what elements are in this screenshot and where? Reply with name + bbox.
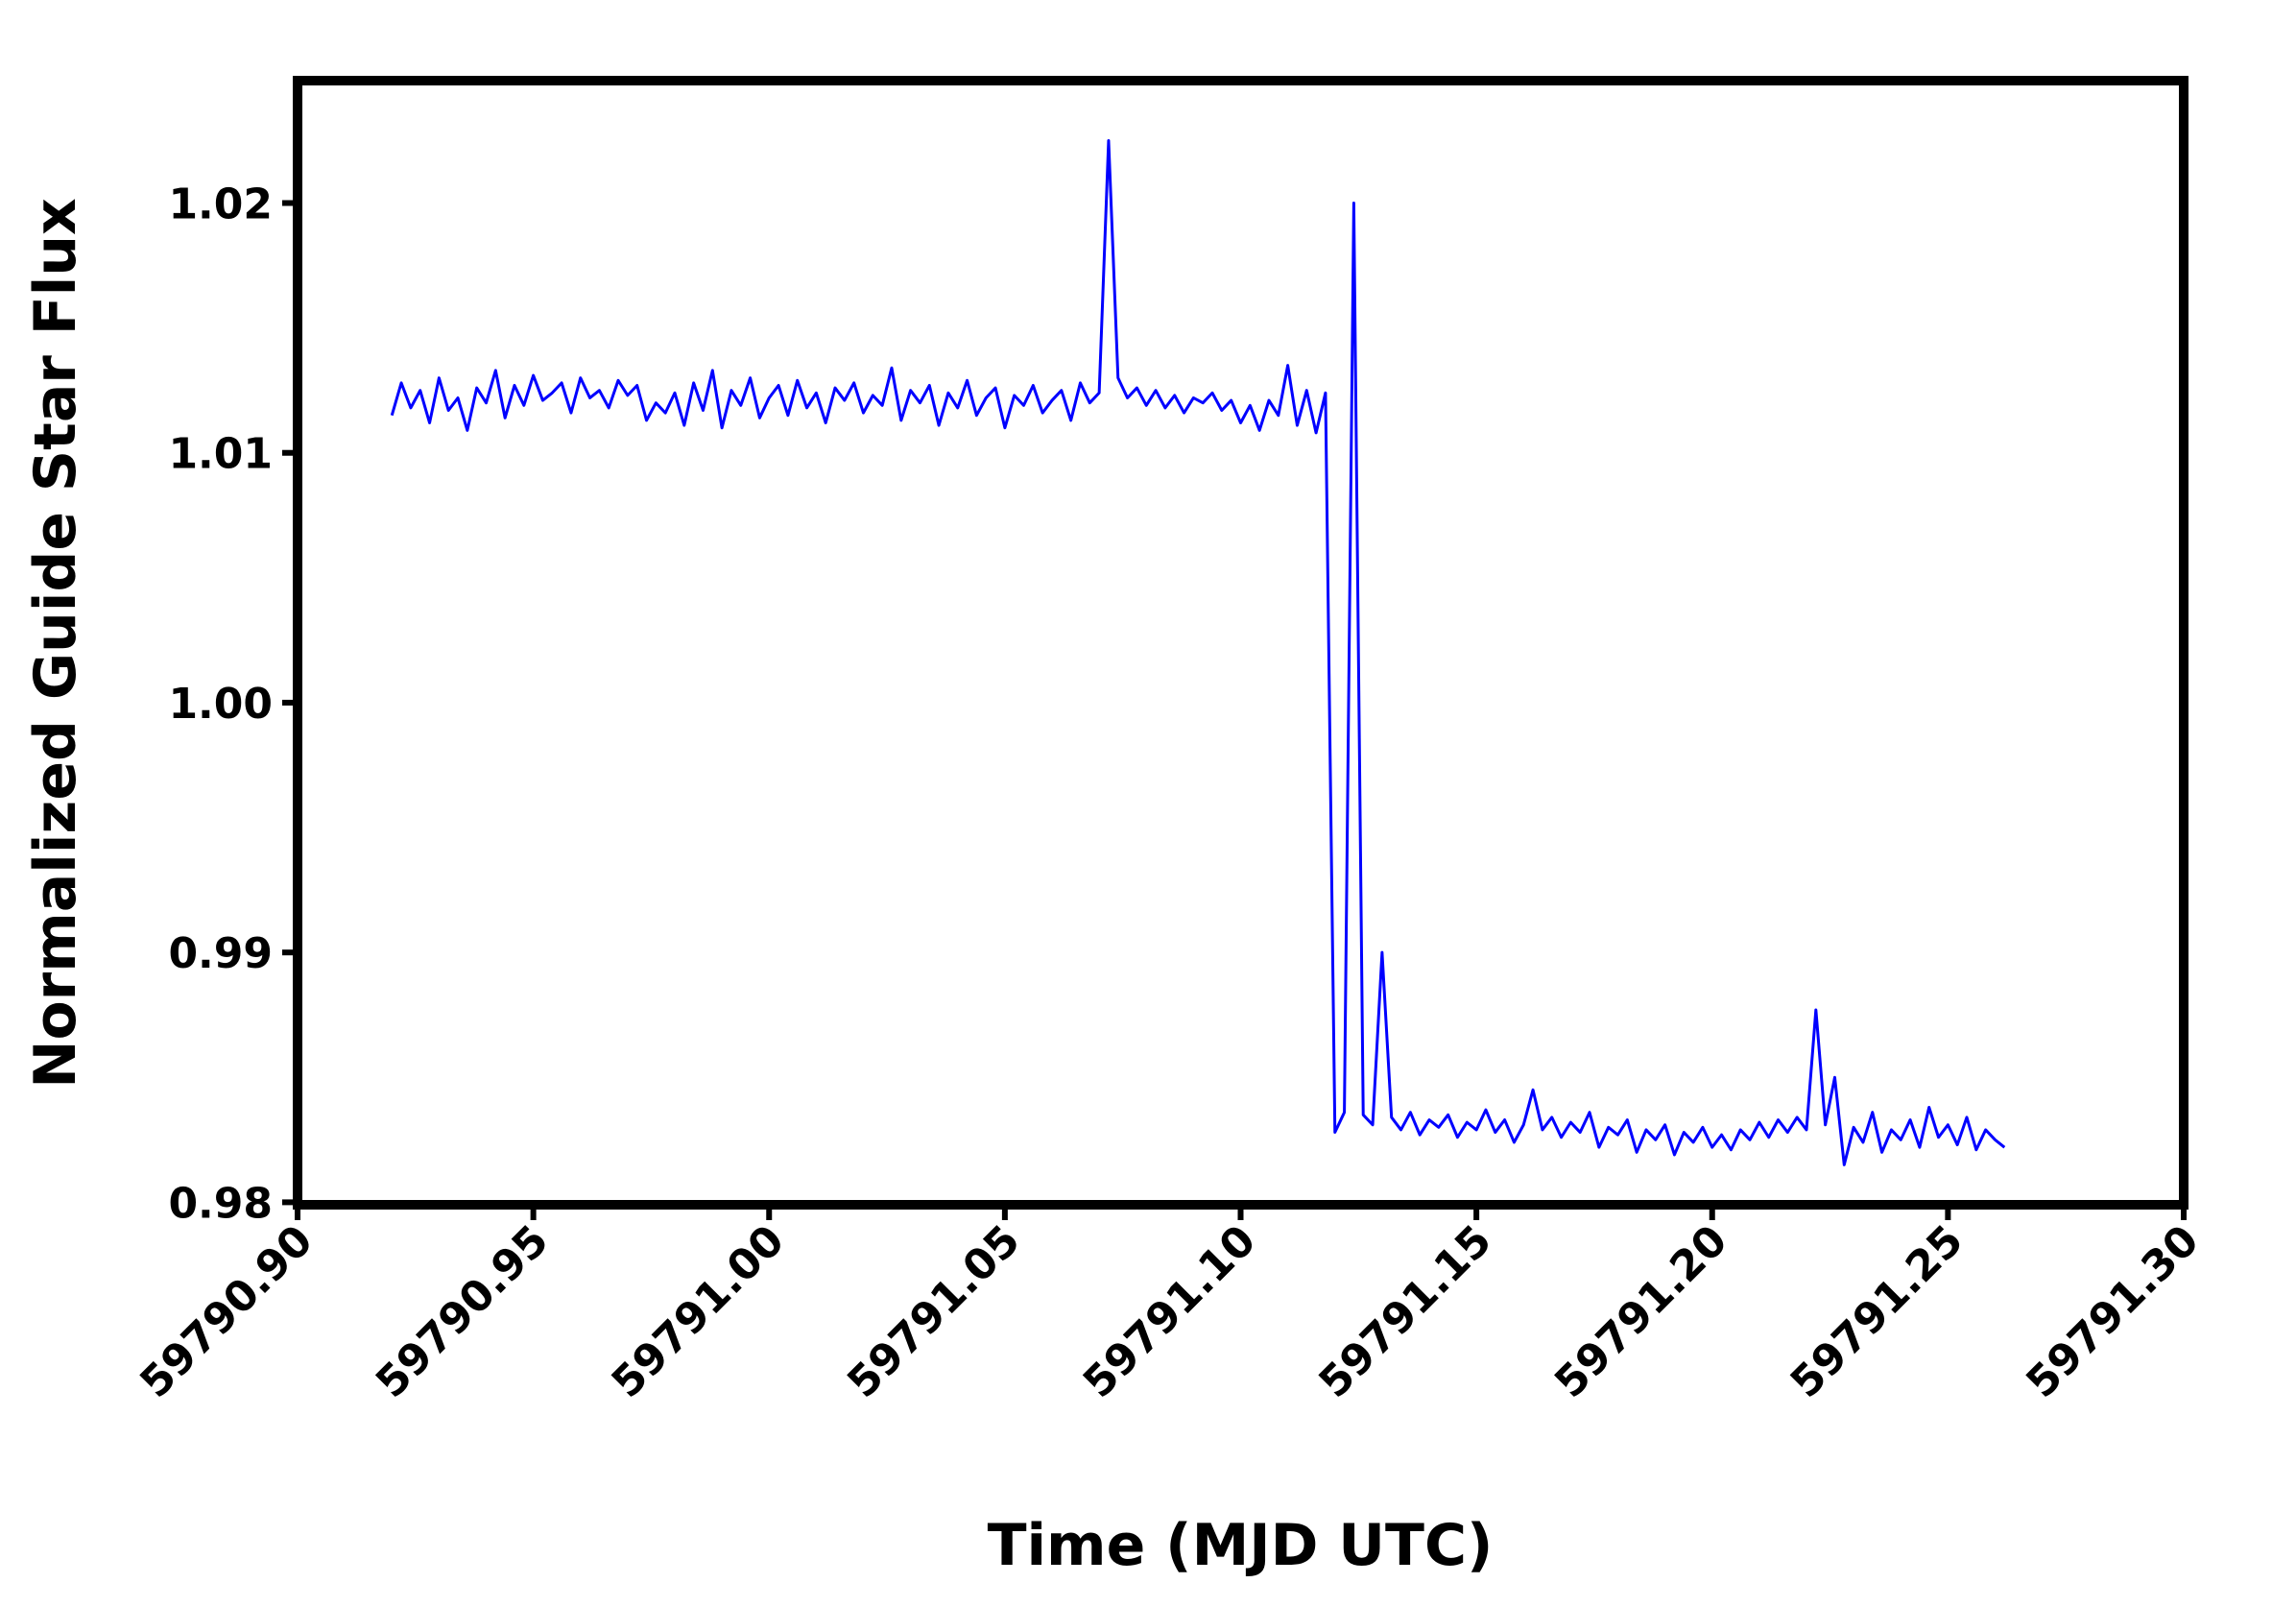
- x-tick-label: 59791.30: [2017, 1216, 2208, 1407]
- x-tick-label: 59791.15: [1309, 1216, 1500, 1407]
- x-tick-label: 59791.10: [1074, 1216, 1265, 1407]
- x-tick-label: 59791.20: [1545, 1216, 1736, 1407]
- x-tick-label: 59790.90: [131, 1216, 322, 1407]
- x-tick-label: 59791.00: [603, 1216, 794, 1407]
- y-tick-label: 1.01: [168, 430, 273, 479]
- y-tick-label: 0.98: [168, 1179, 273, 1228]
- y-axis-label: Normalized Guide Star Flux: [22, 198, 89, 1089]
- x-tick-label: 59791.25: [1782, 1216, 1973, 1407]
- data-line: [390, 138, 2006, 1166]
- x-axis-label: Time (MJD UTC): [988, 1512, 1494, 1579]
- y-tick-label: 0.99: [168, 929, 273, 978]
- y-tick-label: 1.02: [168, 180, 273, 229]
- y-tick-label: 1.00: [168, 680, 273, 729]
- x-tick-label: 59791.05: [838, 1216, 1029, 1407]
- x-tick-label: 59790.95: [367, 1216, 558, 1407]
- plot-frame: [293, 76, 2188, 1210]
